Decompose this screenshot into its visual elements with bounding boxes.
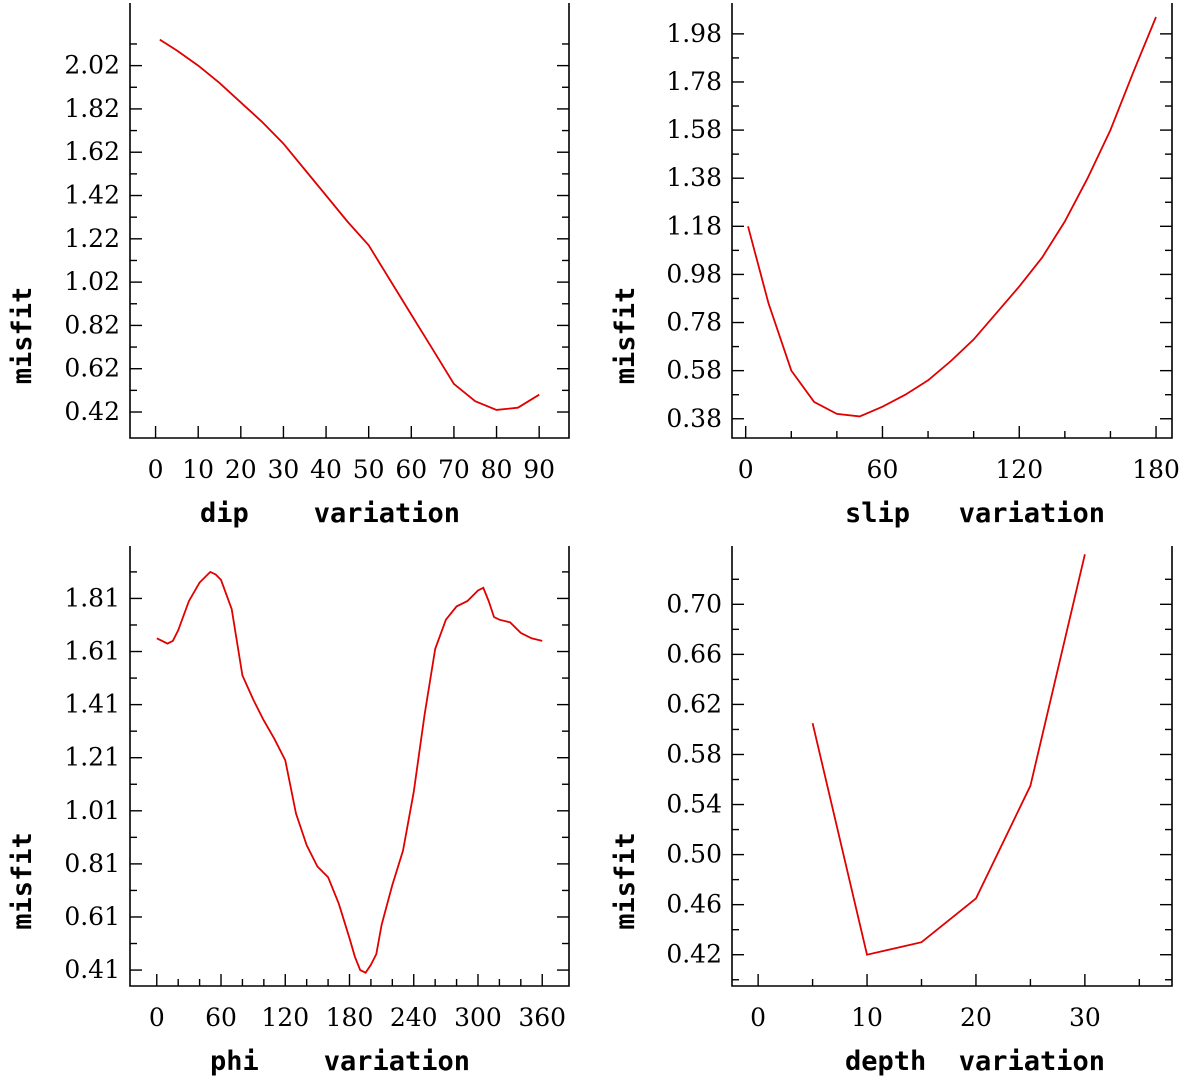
- slip-variation-panel: 0 60 120 180 0.38 0.58 0.78 0.98 1.18 1.38 1.58 1.7…: [610, 3, 1180, 529]
- x-tick-label: 20: [225, 455, 257, 484]
- y-tick-label: 2.02: [64, 51, 120, 80]
- x-tick-label: 60: [867, 455, 899, 484]
- y-tick-label: 0.58: [666, 356, 722, 385]
- x-tick-label: 40: [310, 455, 342, 484]
- x-tick-label: 70: [438, 455, 470, 484]
- x-tick-label: 50: [353, 455, 385, 484]
- x-axis-title: depth variation: [845, 1046, 1105, 1076]
- y-tick-label: 0.62: [64, 354, 120, 383]
- phi-variation-panel: 0 60 120 180 240 300 360 0.41 0.61 0.81 1.01 1.21 1.…: [7, 546, 570, 1076]
- y-tick-label: 1.78: [666, 67, 722, 96]
- x-tick-label: 10: [182, 455, 214, 484]
- y-tick-label: 0.98: [666, 259, 722, 288]
- x-tick-label: 0: [738, 455, 754, 484]
- plot-frame: [731, 546, 1173, 987]
- y-tick-label: 1.62: [64, 137, 120, 166]
- x-tick-label: 80: [481, 455, 513, 484]
- misfit-line: [156, 570, 543, 974]
- plot-frame: [129, 3, 570, 439]
- y-tick-label: 0.38: [666, 404, 722, 433]
- y-tick-label: 1.02: [64, 267, 120, 296]
- x-tick-label: 240: [390, 1003, 438, 1032]
- y-tick-label: 1.41: [64, 690, 120, 719]
- x-tick-label: 10: [851, 1003, 883, 1032]
- x-tick-label: 360: [518, 1003, 566, 1032]
- x-tick-label: 120: [995, 455, 1043, 484]
- y-axis-title: misfit: [610, 832, 641, 930]
- y-tick-label: 1.01: [64, 796, 120, 825]
- y-tick-label: 0.81: [64, 849, 120, 878]
- x-tick-label: 30: [268, 455, 300, 484]
- y-tick-label: 0.41: [64, 955, 120, 984]
- x-axis-title: phi variation: [210, 1046, 470, 1076]
- y-tick-label: 0.42: [64, 397, 120, 426]
- y-axis-title: misfit: [610, 287, 641, 385]
- misfit-line: [811, 554, 1086, 956]
- misfit-line: [159, 38, 540, 411]
- x-tick-label: 90: [523, 455, 555, 484]
- y-tick-label: 1.82: [64, 94, 120, 123]
- y-tick-label: 1.98: [666, 19, 722, 48]
- x-tick-label: 300: [454, 1003, 502, 1032]
- y-tick-label: 0.66: [666, 639, 722, 668]
- x-tick-label: 180: [1132, 455, 1180, 484]
- depth-variation-panel: 0 10 20 30 0.42 0.46 0.50 0.54 0.58 0.62 0.66 0.70 d…: [610, 546, 1173, 1076]
- x-tick-label: 0: [148, 455, 164, 484]
- x-tick-label: 60: [205, 1003, 237, 1032]
- y-tick-label: 1.22: [64, 224, 120, 253]
- x-tick-label: 0: [149, 1003, 165, 1032]
- y-tick-label: 0.70: [666, 589, 722, 618]
- x-tick-label: 20: [960, 1003, 992, 1032]
- dip-variation-panel: 0 10 20 30 40 50 60 70 80 90 0.42 0.62 0.82 1.02 1.22 1…: [7, 3, 570, 529]
- x-tick-label: 180: [326, 1003, 374, 1032]
- y-tick-label: 0.42: [666, 940, 722, 969]
- y-tick-label: 1.18: [666, 211, 722, 240]
- y-tick-label: 1.61: [64, 637, 120, 666]
- y-tick-label: 0.54: [666, 790, 722, 819]
- y-tick-label: 0.82: [64, 310, 120, 339]
- y-tick-label: 1.58: [666, 115, 722, 144]
- y-tick-label: 0.61: [64, 902, 120, 931]
- plot-frame: [731, 3, 1173, 439]
- x-axis-title: dip variation: [200, 498, 460, 529]
- y-tick-label: 0.62: [666, 689, 722, 718]
- y-tick-label: 0.78: [666, 308, 722, 337]
- y-tick-label: 1.21: [64, 743, 120, 772]
- x-axis-title: slip variation: [845, 498, 1105, 529]
- x-tick-label: 0: [750, 1003, 766, 1032]
- y-tick-label: 1.81: [64, 583, 120, 612]
- x-tick-label: 60: [395, 455, 427, 484]
- y-axis-title: misfit: [7, 287, 38, 385]
- misfit-line: [747, 16, 1157, 418]
- y-tick-label: 0.58: [666, 739, 722, 768]
- y-axis-title: misfit: [7, 832, 38, 930]
- y-tick-label: 0.50: [666, 840, 722, 869]
- y-tick-label: 1.42: [64, 181, 120, 210]
- plot-frame: [129, 546, 570, 987]
- y-tick-label: 1.38: [666, 163, 722, 192]
- y-tick-label: 0.46: [666, 890, 722, 919]
- x-tick-label: 120: [261, 1003, 309, 1032]
- x-tick-label: 30: [1069, 1003, 1101, 1032]
